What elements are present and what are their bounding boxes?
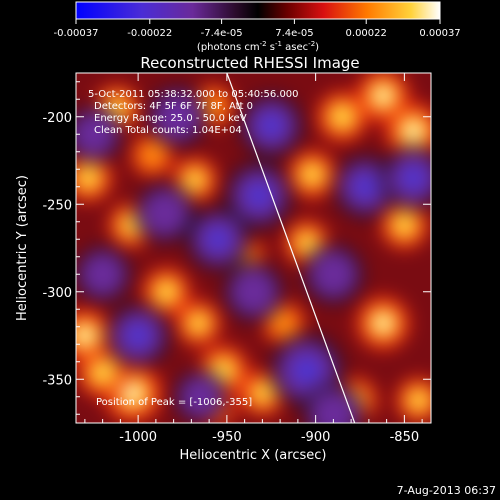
heatmap-source: [188, 312, 209, 334]
colorbar-tick-label: 0.00022: [346, 28, 387, 39]
x-tick-label: -950: [212, 430, 242, 445]
heatmap-source: [139, 188, 190, 238]
y-tick-label: -300: [42, 286, 72, 301]
x-tick-label: -1000: [119, 430, 157, 445]
annotation-line: Clean Total counts: 1.04E+04: [94, 125, 242, 136]
heatmap-source: [76, 110, 118, 158]
colorbar-bar: [75, 1, 441, 20]
x-axis: -1000 -950 -900 -850: [84, 73, 423, 445]
colorbar-tick-label: 7.4e-05: [275, 28, 313, 39]
heatmap-source: [406, 123, 421, 138]
y-tick-label: -200: [42, 111, 72, 126]
heatmap-source: [408, 389, 429, 411]
colorbar-tick-label: -7.4e-05: [201, 28, 243, 39]
heatmap-source: [292, 356, 321, 385]
x-axis-label: Heliocentric X (arcsec): [180, 448, 327, 463]
heatmap-source: [268, 308, 299, 339]
heatmap-source: [330, 105, 354, 129]
colorbar-tick-label: -0.00022: [127, 28, 172, 39]
heatmap-source: [401, 166, 426, 190]
y-axis: -200 -250 -300 -350: [42, 81, 431, 415]
heatmap-source: [137, 140, 168, 171]
heatmap-source: [246, 182, 272, 209]
heatmap-source: [91, 360, 115, 384]
heatmap-source: [79, 250, 127, 298]
chart-title: Reconstructed RHESSI Image: [140, 54, 359, 72]
colorbar-tick-label: -0.00037: [54, 28, 99, 39]
heatmap-source: [353, 174, 378, 199]
heatmap-source: [393, 214, 416, 237]
colorbar-ticks: -0.00037 -0.00022 -7.4e-05 7.4e-05 0.00022 0.…: [54, 19, 461, 39]
colorbar: -0.00037 -0.00022 -7.4e-05 7.4e-05 0.00022 0.…: [54, 1, 461, 53]
heatmap-source: [296, 232, 318, 254]
annotation-block: 5-Oct-2011 05:38:32.000 to 05:40:56.000D…: [88, 89, 299, 136]
heatmap-source: [125, 385, 141, 401]
peak-position-label: Position of Peak = [-1006,-355]: [96, 397, 252, 408]
heatmap-source: [178, 374, 223, 419]
annotation-line: 5-Oct-2011 05:38:32.000 to 05:40:56.000: [88, 89, 299, 100]
annotation-line: Energy Range: 25.0 - 50.0 keV: [94, 113, 247, 124]
heatmap-source: [152, 91, 203, 142]
heatmap-source: [259, 113, 284, 138]
heatmap-source: [155, 280, 178, 303]
x-tick-label: -850: [390, 430, 420, 445]
plot-date-stamp: 7-Aug-2013 06:37: [396, 484, 496, 497]
heatmap-source: [211, 358, 235, 383]
colorbar-tick-label: 0.00037: [419, 28, 460, 39]
y-tick-label: -250: [42, 198, 72, 213]
heatmap-source: [184, 169, 206, 191]
heatmap-area: [76, 73, 431, 423]
heatmap-source: [301, 163, 324, 186]
heatmap-source: [252, 382, 273, 404]
colorbar-units-label: (photons cm-2 s-1 asec-2): [197, 40, 319, 53]
solar-limb-line: [226, 73, 356, 423]
heatmap-source: [77, 167, 100, 189]
y-axis-label: Heliocentric Y (arcsec): [15, 175, 30, 321]
heatmap-source: [126, 323, 151, 348]
annotation-line: Detectors: 4F 5F 6F 7F 8F, Att 0: [94, 101, 253, 112]
heatmap-image: [76, 73, 431, 423]
x-tick-label: -900: [301, 430, 331, 445]
heatmap-source: [206, 227, 230, 252]
y-tick-label: -350: [42, 373, 72, 388]
heatmap-source: [376, 88, 390, 103]
plot-frame: [75, 72, 432, 424]
heatmap-source: [228, 266, 279, 317]
heatmap-source: [78, 328, 92, 343]
heatmap-source: [308, 249, 359, 300]
heatmap-source: [376, 316, 390, 331]
